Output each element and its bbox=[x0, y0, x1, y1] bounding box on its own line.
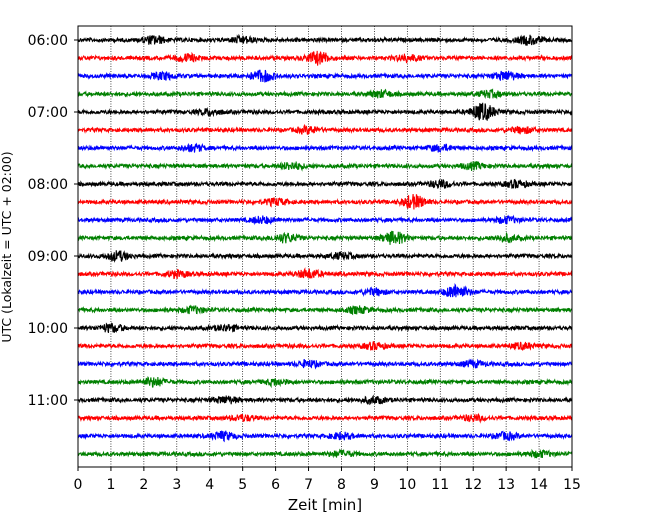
x-tick-label: 11 bbox=[431, 477, 449, 493]
trace-1130 bbox=[77, 430, 573, 443]
vertical-grid bbox=[110, 26, 540, 467]
trace-1030 bbox=[77, 358, 573, 370]
trace-0600 bbox=[77, 33, 573, 46]
trace-1000 bbox=[77, 322, 573, 333]
x-tick-label: 8 bbox=[337, 477, 346, 493]
trace-0630 bbox=[77, 69, 573, 83]
x-tick-label: 10 bbox=[398, 477, 416, 493]
trace-0715 bbox=[77, 123, 573, 135]
y-axis-label: UTC (Lokalzeit = UTC + 02:00) bbox=[0, 151, 14, 342]
trace-1145 bbox=[77, 448, 573, 459]
trace-1045 bbox=[77, 375, 573, 389]
x-tick-label: 6 bbox=[271, 477, 280, 493]
trace-0845 bbox=[77, 230, 573, 245]
trace-0730 bbox=[77, 142, 573, 153]
trace-0930 bbox=[77, 282, 573, 298]
trace-0645 bbox=[77, 88, 573, 100]
trace-0700 bbox=[77, 102, 573, 121]
x-tick-label: 0 bbox=[74, 477, 83, 493]
y-tick-label: 09:00 bbox=[28, 249, 68, 265]
x-tick-label: 2 bbox=[139, 477, 148, 493]
y-tick-label: 11:00 bbox=[28, 393, 68, 409]
trace-0615 bbox=[77, 50, 573, 66]
y-tick-label: 08:00 bbox=[28, 177, 68, 193]
trace-0815 bbox=[77, 193, 573, 210]
trace-0915 bbox=[77, 267, 573, 280]
x-tick-label: 15 bbox=[563, 477, 581, 493]
trace-0945 bbox=[77, 304, 573, 316]
x-tick-label: 7 bbox=[304, 477, 313, 493]
trace-1100 bbox=[77, 394, 573, 406]
trace-1015 bbox=[77, 340, 573, 351]
x-tick-label: 1 bbox=[106, 477, 115, 493]
trace-0900 bbox=[77, 250, 573, 263]
x-tick-label: 4 bbox=[205, 477, 214, 493]
trace-group bbox=[77, 33, 573, 459]
y-axis: 06:00 07:00 08:00 09:00 10:00 11:00 bbox=[28, 33, 78, 409]
x-tick-label: 13 bbox=[497, 477, 515, 493]
x-axis: 0 1 2 3 4 5 6 7 8 9 10 11 12 13 14 15 bbox=[74, 467, 581, 493]
trace-0830 bbox=[77, 214, 573, 226]
y-tick-label: 07:00 bbox=[28, 105, 68, 121]
trace-0800 bbox=[77, 178, 573, 189]
trace-0745 bbox=[77, 161, 573, 172]
x-tick-label: 14 bbox=[530, 477, 548, 493]
y-tick-label: 06:00 bbox=[28, 33, 68, 49]
x-tick-label: 9 bbox=[370, 477, 379, 493]
x-tick-label: 3 bbox=[172, 477, 181, 493]
trace-1115 bbox=[77, 412, 573, 424]
plot-frame bbox=[77, 25, 573, 468]
y-tick-label: 10:00 bbox=[28, 321, 68, 337]
x-axis-label: Zeit [min] bbox=[288, 496, 362, 514]
x-tick-label: 5 bbox=[238, 477, 247, 493]
x-tick-label: 12 bbox=[464, 477, 482, 493]
